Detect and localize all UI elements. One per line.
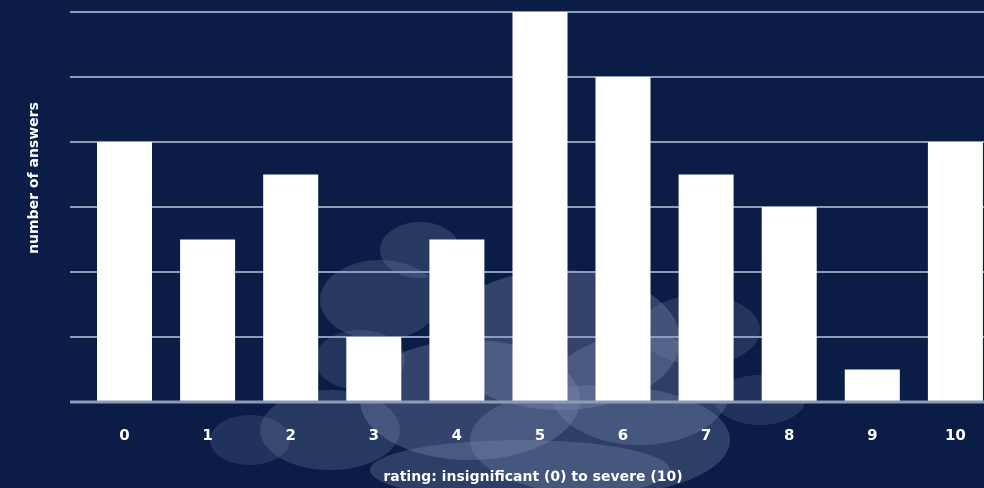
x-tick-label: 6 — [618, 426, 628, 444]
x-tick-label: 8 — [784, 426, 794, 444]
bar-10 — [927, 142, 983, 402]
bars — [97, 12, 983, 402]
bar-7 — [678, 174, 734, 402]
x-tick-label: 2 — [285, 426, 295, 444]
y-axis-title: number of answers — [26, 102, 42, 254]
decor-blob — [210, 415, 290, 465]
bar-3 — [346, 337, 402, 402]
bar-6 — [595, 77, 651, 402]
bar-5 — [512, 12, 568, 402]
decor-blob — [370, 440, 670, 488]
bar-8 — [761, 207, 817, 402]
bar-0 — [97, 142, 152, 402]
x-tick-label: 3 — [369, 426, 379, 444]
x-tick-label: 4 — [452, 426, 462, 444]
x-axis-title: rating: insignificant (0) to severe (10) — [383, 469, 682, 485]
x-tick-label: 5 — [535, 426, 545, 444]
bar-9 — [844, 369, 900, 402]
bar-2 — [263, 174, 319, 402]
decor-blob — [260, 390, 400, 470]
decor-blob — [470, 385, 730, 488]
x-tick-label: 7 — [701, 426, 711, 444]
x-tick-label: 10 — [945, 426, 966, 444]
decor-blob — [320, 260, 440, 340]
bar-1 — [180, 239, 236, 402]
x-tick-labels: 0 1 2 3 4 5 6 7 8 9 10 — [119, 426, 966, 444]
x-tick-label: 0 — [119, 426, 129, 444]
bar-4 — [429, 239, 485, 402]
x-tick-label: 9 — [867, 426, 877, 444]
x-tick-label: 1 — [202, 426, 212, 444]
